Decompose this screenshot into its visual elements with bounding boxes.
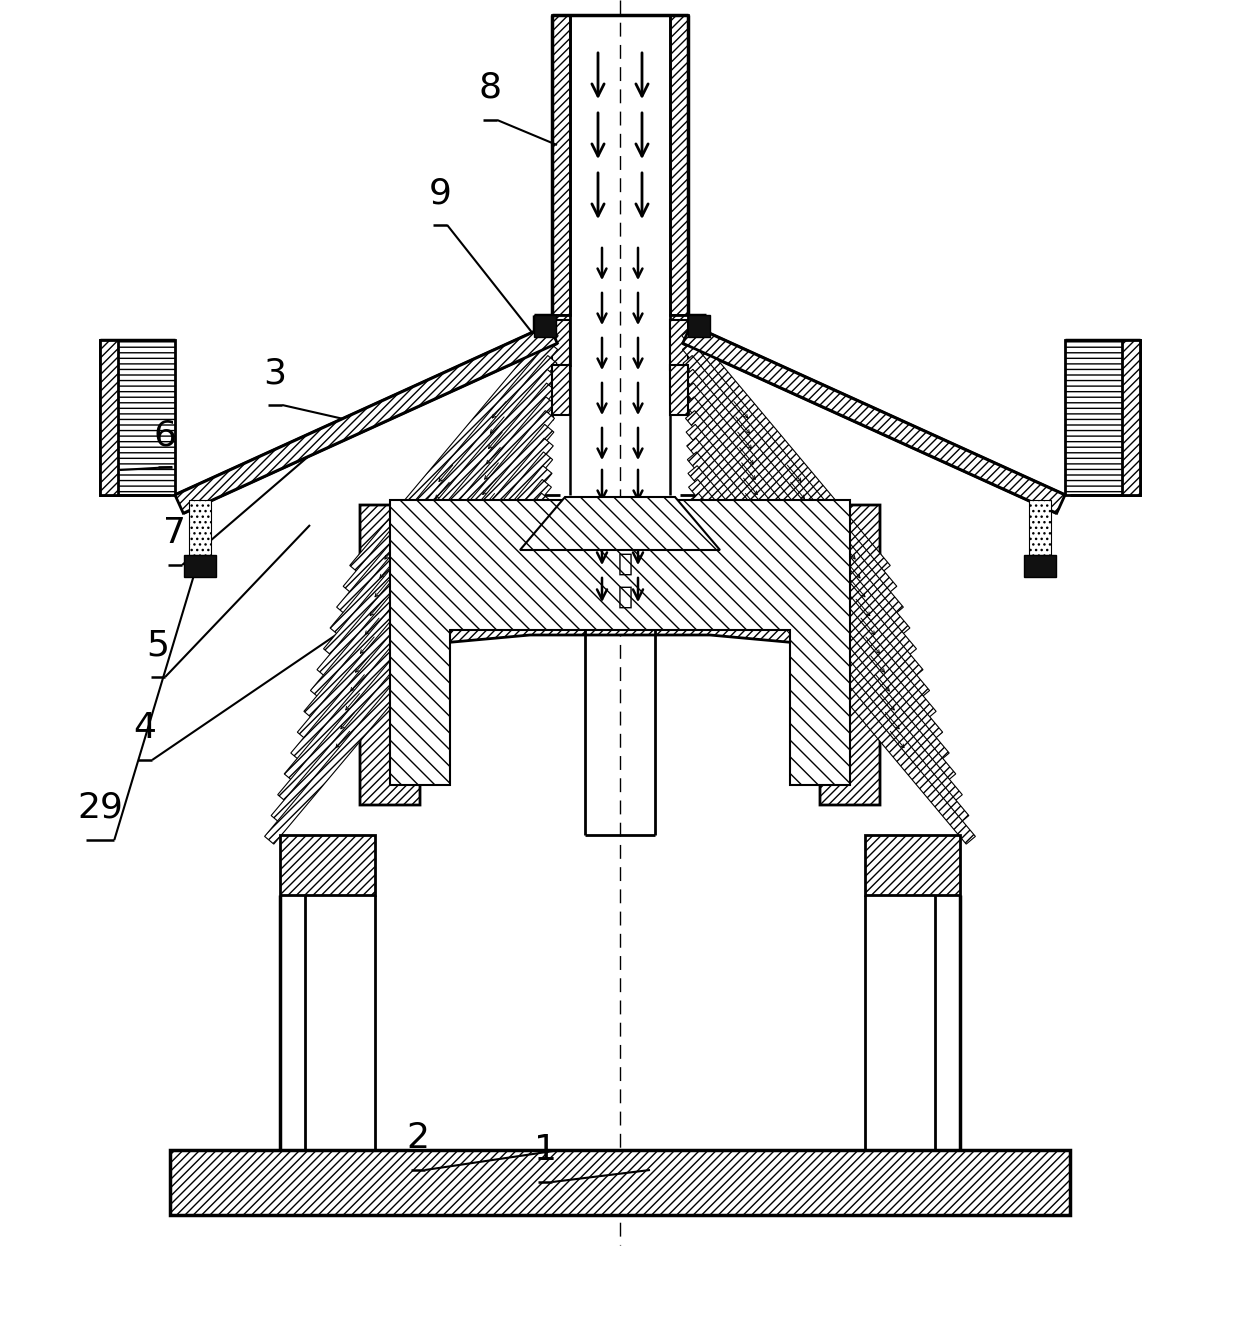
Text: 9: 9 [429,176,451,209]
Text: 3: 3 [263,356,286,390]
Bar [280,835,374,894]
Polygon shape [687,452,949,761]
Polygon shape [304,424,554,719]
Polygon shape [683,370,910,636]
Polygon shape [284,465,552,782]
Bar [1024,555,1056,576]
Polygon shape [264,507,551,844]
Text: 29: 29 [77,791,123,825]
Bar [1065,341,1140,496]
Bar [170,1150,1070,1215]
Bar [188,500,211,555]
Polygon shape [688,480,962,803]
Polygon shape [683,355,904,615]
Polygon shape [689,493,968,823]
Text: 4: 4 [134,712,156,745]
Polygon shape [682,342,897,594]
Polygon shape [686,411,930,698]
Polygon shape [689,507,976,844]
Polygon shape [330,370,557,636]
Text: 进
料: 进 料 [618,551,632,608]
Bar [100,341,175,496]
Polygon shape [688,465,956,782]
Polygon shape [291,452,553,761]
Polygon shape [360,505,880,806]
Polygon shape [686,424,936,719]
Bar [552,15,570,315]
Text: 2: 2 [407,1121,429,1155]
Polygon shape [278,480,552,803]
Polygon shape [310,411,554,698]
Polygon shape [336,355,557,615]
Polygon shape [343,342,558,594]
Bar [670,321,688,370]
Polygon shape [684,383,916,657]
Bar [534,315,556,337]
Polygon shape [684,398,923,677]
Polygon shape [683,325,1065,513]
Polygon shape [682,329,890,574]
Polygon shape [391,500,849,784]
Polygon shape [175,325,557,513]
Bar [670,315,688,364]
Text: 8: 8 [479,72,501,105]
Bar [100,341,118,496]
Bar [866,835,960,894]
Polygon shape [350,329,558,574]
Text: 1: 1 [533,1133,557,1167]
Bar [1029,500,1052,555]
Bar [552,315,570,364]
Text: 5: 5 [146,628,170,662]
Bar [184,555,216,576]
Bar [552,321,570,370]
Polygon shape [317,398,556,677]
Polygon shape [520,497,720,550]
Polygon shape [324,383,556,657]
Bar [688,315,711,337]
Polygon shape [272,493,551,823]
Polygon shape [298,439,553,739]
Polygon shape [687,439,942,739]
Text: 7: 7 [164,515,186,550]
Bar [1122,341,1140,496]
Bar [670,15,688,315]
Text: 6: 6 [154,417,176,452]
Bar [670,364,688,415]
Bar [552,364,570,415]
